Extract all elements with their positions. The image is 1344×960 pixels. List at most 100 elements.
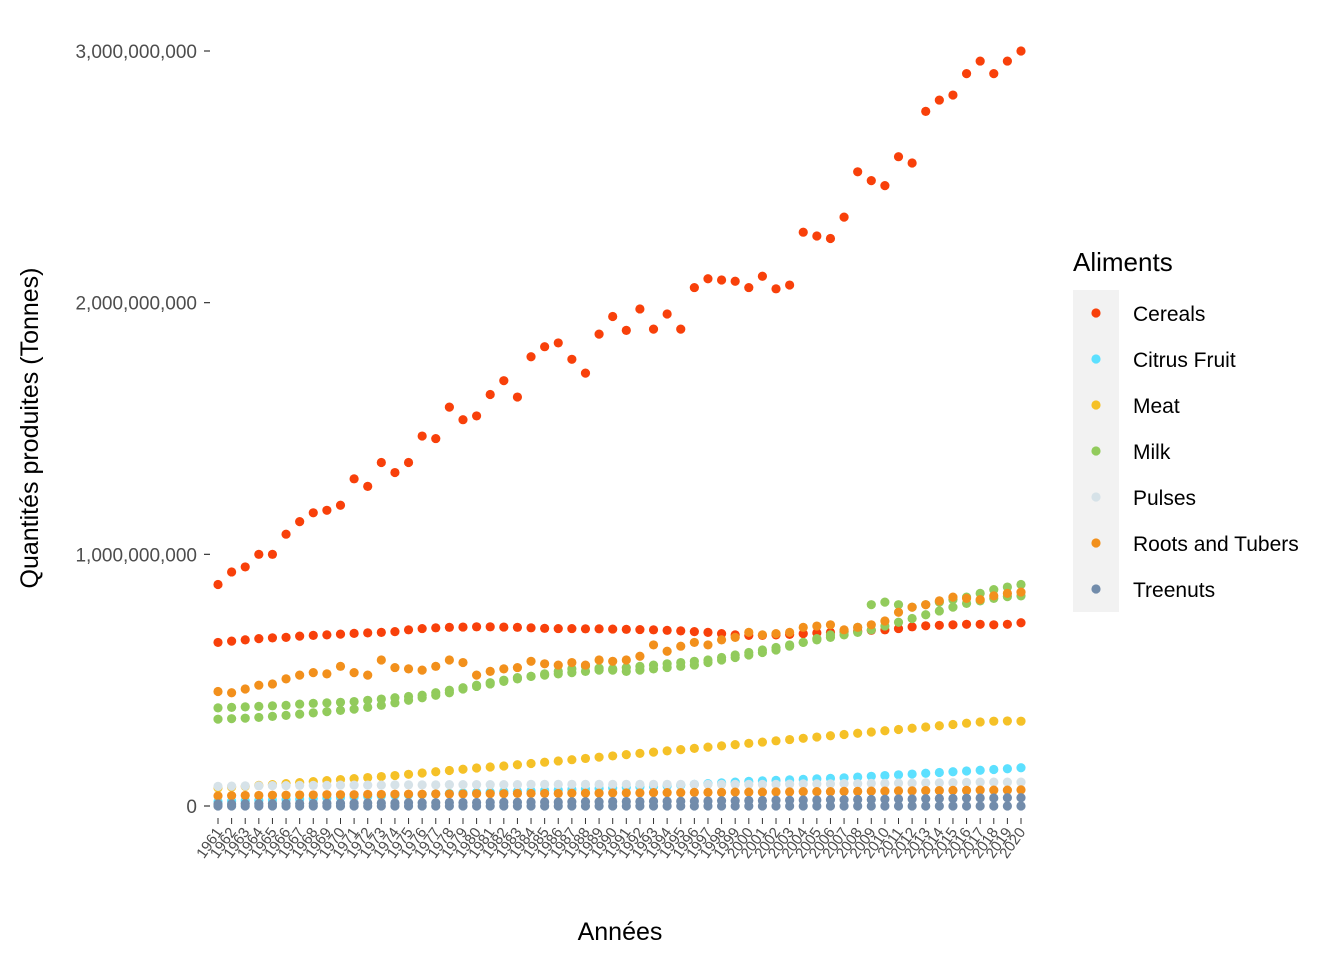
data-point xyxy=(771,736,781,746)
data-point xyxy=(594,788,604,798)
data-point xyxy=(839,801,849,811)
data-point xyxy=(771,779,781,789)
data-point xyxy=(921,794,931,804)
data-point xyxy=(390,662,400,673)
data-point xyxy=(580,624,591,634)
data-point xyxy=(662,625,672,635)
data-point xyxy=(485,797,495,807)
data-point xyxy=(335,790,346,800)
data-point xyxy=(485,789,495,799)
data-point xyxy=(444,622,454,632)
y-tick-label: 0 xyxy=(186,797,197,818)
data-point xyxy=(227,714,237,724)
data-point xyxy=(703,640,713,650)
data-point xyxy=(866,600,876,610)
data-point xyxy=(444,765,454,776)
data-point xyxy=(390,789,400,799)
data-point xyxy=(567,788,577,798)
data-point xyxy=(798,795,808,805)
series-treenuts xyxy=(213,793,1026,809)
data-point xyxy=(608,751,618,761)
data-point xyxy=(948,767,958,777)
data-point xyxy=(349,696,359,707)
data-point xyxy=(540,342,550,352)
data-point xyxy=(812,732,822,742)
data-point xyxy=(553,756,563,766)
data-point xyxy=(703,787,713,798)
data-point xyxy=(417,623,427,634)
data-point xyxy=(893,600,904,610)
data-point xyxy=(349,780,359,790)
data-point xyxy=(621,624,631,634)
data-point xyxy=(716,796,727,806)
data-point xyxy=(499,664,509,674)
data-point xyxy=(499,761,509,771)
data-point xyxy=(730,632,740,642)
data-point xyxy=(689,779,699,789)
data-point xyxy=(240,781,250,791)
y-axis-title: Quantités produites (Tonnes) xyxy=(16,267,44,588)
data-point xyxy=(295,631,305,641)
data-point xyxy=(403,789,414,799)
data-point xyxy=(213,686,223,697)
data-point xyxy=(376,700,386,710)
data-point xyxy=(512,674,523,684)
data-point xyxy=(853,772,863,782)
data-point xyxy=(526,779,536,789)
data-point xyxy=(907,602,917,612)
data-point xyxy=(975,619,985,629)
data-point xyxy=(934,793,944,804)
data-point xyxy=(227,636,237,646)
data-point xyxy=(880,794,890,804)
data-point xyxy=(880,597,890,607)
series-cereals xyxy=(213,46,1026,590)
data-point xyxy=(689,660,699,670)
data-point xyxy=(213,703,223,713)
data-point xyxy=(757,647,768,658)
data-point xyxy=(866,176,876,186)
data-point xyxy=(907,613,917,624)
data-point xyxy=(227,799,237,809)
data-point xyxy=(254,634,264,644)
data-point xyxy=(322,790,332,800)
data-point xyxy=(608,624,618,634)
data-point xyxy=(580,660,591,670)
data-point xyxy=(812,779,822,789)
data-point xyxy=(512,780,523,790)
data-point xyxy=(1016,801,1026,811)
data-point xyxy=(553,779,563,789)
data-point xyxy=(785,641,795,651)
data-point xyxy=(308,798,318,809)
legend-label: Treenuts xyxy=(1133,579,1215,602)
data-point xyxy=(839,625,849,635)
y-tick-label: 3,000,000,000 xyxy=(75,42,197,63)
data-point xyxy=(403,695,414,705)
data-point xyxy=(431,690,441,700)
data-point xyxy=(771,645,781,655)
data-point xyxy=(608,788,618,798)
data-point xyxy=(240,684,250,694)
data-point xyxy=(907,794,917,804)
data-point xyxy=(594,797,604,807)
data-point xyxy=(281,529,291,539)
data-point xyxy=(254,781,264,791)
data-point xyxy=(648,779,659,789)
data-point xyxy=(961,69,972,79)
data-point xyxy=(730,739,740,750)
data-point xyxy=(540,757,550,767)
data-point xyxy=(798,787,808,797)
data-point xyxy=(295,517,305,527)
data-point xyxy=(580,797,591,807)
data-point xyxy=(921,600,931,610)
data-point xyxy=(730,779,740,789)
data-point xyxy=(676,661,686,671)
data-point xyxy=(403,457,414,468)
data-point xyxy=(308,668,318,678)
series-roots-and-tubers xyxy=(213,785,1026,801)
data-point xyxy=(485,780,495,790)
data-point xyxy=(812,795,822,805)
legend-label: Citrus Fruit xyxy=(1133,349,1236,372)
data-point xyxy=(676,779,686,789)
data-point xyxy=(907,622,917,632)
data-point xyxy=(526,671,536,681)
